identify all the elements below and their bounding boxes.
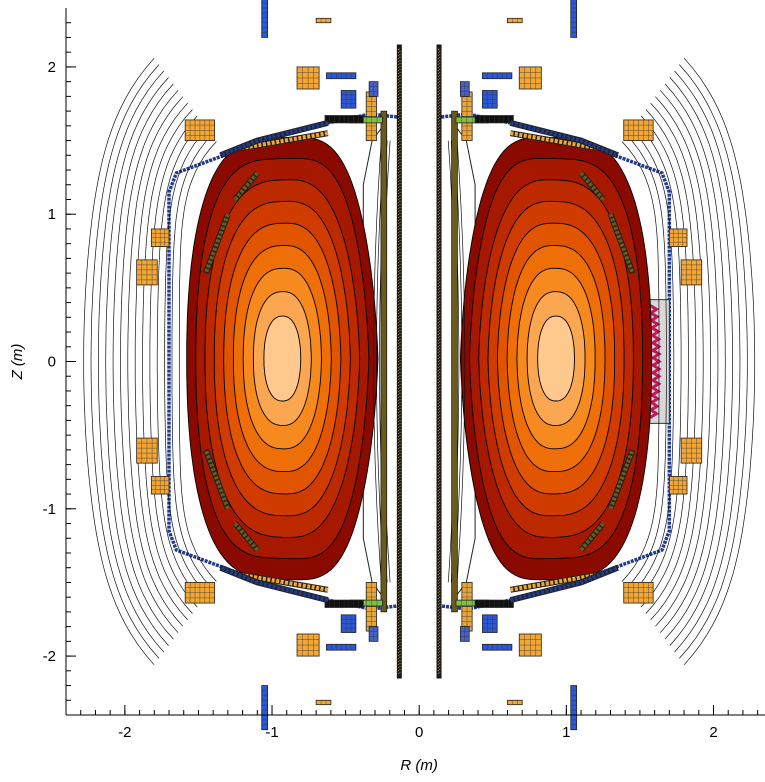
field-line-right xyxy=(664,83,726,640)
field-line-left xyxy=(149,115,198,608)
field-line-right xyxy=(679,64,748,659)
field-line-left xyxy=(178,141,217,582)
x-tick-label: -2 xyxy=(118,724,131,741)
passive-plate xyxy=(233,171,259,201)
field-line-left xyxy=(156,122,203,601)
blue-coil-vertical xyxy=(261,685,269,731)
field-line-left xyxy=(83,57,155,666)
axes: -2 -1 0 1 2 2 1 0 -1 -2 R (m) Z (m) xyxy=(9,8,765,774)
passive-plate xyxy=(608,449,635,510)
field-line-right xyxy=(626,134,667,589)
field-line-right xyxy=(683,57,756,666)
y-tick-label: -1 xyxy=(43,501,56,518)
field-line-right xyxy=(640,115,689,608)
field-line-right xyxy=(645,109,697,614)
passive-plate xyxy=(233,522,259,552)
baffle-coil xyxy=(510,573,597,592)
x-tick-label: 0 xyxy=(415,724,423,741)
field-line-left xyxy=(120,90,179,633)
x-tick-label: 1 xyxy=(562,724,570,741)
solenoid-winding xyxy=(398,48,401,675)
field-line-left xyxy=(112,83,174,640)
inner-field-line-right xyxy=(456,140,466,583)
field-line-right xyxy=(659,90,719,633)
solenoid-winding xyxy=(437,48,441,675)
blue-coil-vertical xyxy=(261,0,269,38)
inner-field-line-left xyxy=(376,140,385,583)
y-tick-label: 2 xyxy=(48,59,56,76)
field-line-right xyxy=(631,128,675,595)
pf-coil-small xyxy=(315,699,332,706)
pf-coil-small xyxy=(507,699,523,706)
baffle-wall xyxy=(219,120,329,158)
baffle-coil xyxy=(242,131,329,150)
field-line-left xyxy=(105,77,169,646)
x-axis-label: R (m) xyxy=(400,757,438,774)
pf-coil-small xyxy=(507,17,523,24)
baffle-coil xyxy=(242,573,329,592)
field-line-right xyxy=(650,102,704,621)
field-line-right xyxy=(674,70,741,653)
plasma-contour-left xyxy=(263,315,302,402)
field-line-left xyxy=(164,128,208,595)
inner-coil-stack xyxy=(380,110,388,613)
central-solenoid xyxy=(396,44,402,679)
field-line-left xyxy=(90,64,160,659)
field-line-left xyxy=(134,102,188,621)
y-tick-label: -2 xyxy=(43,648,56,665)
baffle-wall xyxy=(509,120,619,158)
plasma-contour-right xyxy=(537,315,575,402)
field-line-left xyxy=(127,96,184,627)
field-line-right xyxy=(621,141,660,582)
y-tick-label: 1 xyxy=(48,206,56,223)
passive-plate xyxy=(579,171,605,201)
x-tick-label: 2 xyxy=(709,724,717,741)
inner-field-line-right xyxy=(453,140,463,583)
passive-plate xyxy=(608,213,635,274)
baffle-coil xyxy=(510,131,597,150)
passive-plate xyxy=(203,213,230,274)
central-solenoid xyxy=(436,44,442,679)
plasma-contours xyxy=(186,136,653,581)
field-line-right xyxy=(636,122,682,601)
y-tick-label: 0 xyxy=(48,354,56,371)
inner-field-line-left xyxy=(373,140,382,583)
x-tick-label: -1 xyxy=(265,724,278,741)
passive-plate xyxy=(203,449,230,510)
coils xyxy=(136,0,703,731)
blue-coil-vertical xyxy=(570,685,578,731)
blue-coil-vertical xyxy=(570,0,578,38)
baffle-wall xyxy=(509,565,619,603)
field-line-right xyxy=(655,96,711,627)
field-line-left xyxy=(98,70,165,653)
field-line-left xyxy=(171,134,212,589)
baffle-wall xyxy=(219,565,329,603)
y-axis-label: Z (m) xyxy=(9,344,26,381)
field-line-left xyxy=(142,109,193,614)
pf-coil-small xyxy=(315,17,332,24)
passive-plate xyxy=(579,522,605,552)
field-line-right xyxy=(669,77,733,646)
inner-coil-stack xyxy=(451,110,458,613)
